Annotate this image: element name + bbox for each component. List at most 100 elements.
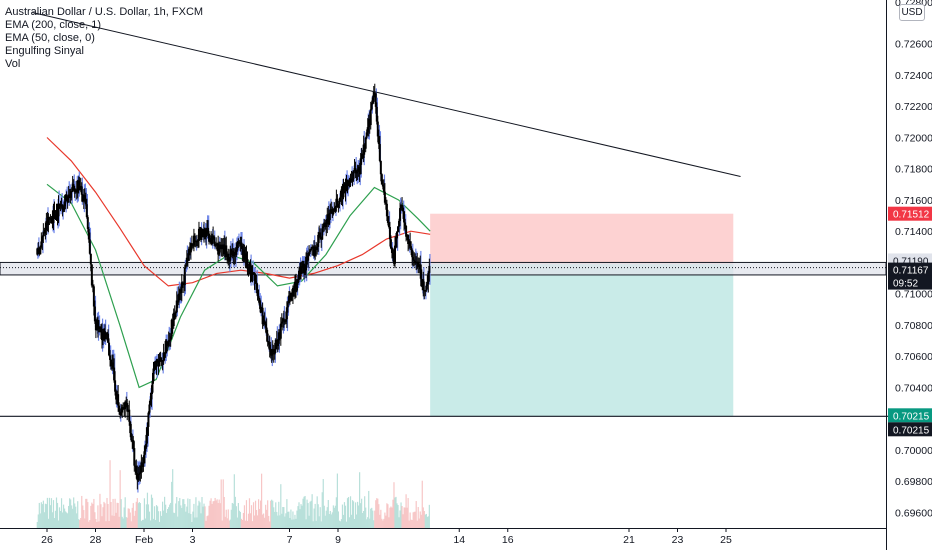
candle-18 bbox=[54, 214, 57, 220]
support-zone-rectangle[interactable] bbox=[0, 261, 887, 276]
price-tick-3: 0.72000 bbox=[895, 132, 932, 144]
volume-bar-372 bbox=[412, 512, 414, 528]
svg-text:09:52: 09:52 bbox=[893, 279, 918, 290]
candle-187 bbox=[225, 236, 228, 261]
volume-bar-266 bbox=[305, 519, 307, 528]
volume-bar-359 bbox=[399, 510, 401, 528]
volume-bar-366 bbox=[406, 507, 408, 528]
volume-bar-91 bbox=[128, 508, 130, 528]
volume-bar-382 bbox=[422, 507, 424, 528]
candle-62 bbox=[98, 326, 101, 333]
volume-bar-4 bbox=[40, 502, 42, 528]
volume-bar-243 bbox=[282, 506, 284, 528]
volume-bar-208 bbox=[246, 520, 249, 528]
volume-bar-127 bbox=[165, 504, 167, 528]
volume-bar-62 bbox=[99, 493, 101, 528]
volume-bar-371 bbox=[411, 519, 413, 528]
candle-245 bbox=[283, 320, 286, 325]
volume-bar-131 bbox=[169, 504, 171, 528]
volume-bar-26 bbox=[62, 504, 65, 528]
price-tick-0: 0.72600 bbox=[895, 39, 932, 51]
volume-bar-327 bbox=[367, 517, 369, 528]
volume-bar-35 bbox=[72, 508, 74, 528]
volume-bar-211 bbox=[249, 513, 252, 528]
volume-bar-381 bbox=[421, 480, 423, 528]
candle-105 bbox=[142, 455, 145, 472]
volume-bar-165 bbox=[203, 503, 205, 528]
candle-125 bbox=[162, 343, 165, 365]
price-axis[interactable]: 0.72600 0.72400 0.72200 0.72000 0.71800 0.716… bbox=[895, 0, 932, 519]
volume-bar-376 bbox=[416, 520, 418, 528]
volume-bar-252 bbox=[291, 519, 293, 528]
volume-bar-317 bbox=[357, 501, 359, 528]
volume-bar-25 bbox=[61, 512, 64, 528]
candle-35 bbox=[71, 175, 74, 192]
volume-bar-45 bbox=[82, 505, 84, 528]
candle-139 bbox=[176, 294, 179, 309]
volume-bar-267 bbox=[306, 499, 308, 528]
volume-bar-247 bbox=[286, 499, 288, 528]
volume-bar-375 bbox=[415, 501, 417, 528]
volume-bar-343 bbox=[383, 518, 385, 528]
volume-bar-236 bbox=[275, 502, 277, 528]
volume-bar-203 bbox=[241, 519, 244, 528]
trendline[interactable] bbox=[32, 12, 741, 178]
volume-bar-280 bbox=[319, 507, 321, 528]
candle-296 bbox=[335, 189, 338, 212]
candle-114 bbox=[151, 372, 154, 394]
svg-text:0.71190: 0.71190 bbox=[893, 256, 929, 267]
volume-bar-133 bbox=[171, 481, 173, 528]
candle-234 bbox=[272, 344, 275, 363]
take-profit-zone[interactable] bbox=[430, 264, 734, 417]
price-tick-1: 0.72400 bbox=[895, 70, 932, 82]
time-label-8: 21 bbox=[623, 534, 635, 546]
candle-2 bbox=[38, 246, 41, 256]
volume-bar-55 bbox=[92, 504, 94, 528]
candle-188 bbox=[226, 251, 229, 264]
volume-bar-68 bbox=[105, 521, 107, 528]
volume-bar-38 bbox=[75, 506, 77, 528]
candle-309 bbox=[348, 177, 351, 188]
volume-bar-121 bbox=[158, 521, 161, 528]
volume-bar-223 bbox=[262, 514, 264, 528]
candle-38 bbox=[74, 188, 77, 194]
candle-223 bbox=[261, 302, 264, 329]
candle-301 bbox=[340, 186, 343, 206]
volume-bar-358 bbox=[398, 517, 400, 528]
volume-bar-128 bbox=[166, 512, 168, 528]
volume-bar-323 bbox=[363, 510, 365, 528]
volume-bar-314 bbox=[353, 519, 356, 528]
volume-bar-162 bbox=[200, 513, 202, 528]
candle-388 bbox=[428, 253, 431, 285]
volume-bar-160 bbox=[198, 500, 200, 528]
volume-bar-20 bbox=[56, 502, 59, 528]
time-axis[interactable]: 26 28 Feb 3 7 9 14 16 21 23 25 bbox=[41, 528, 732, 546]
candle-143 bbox=[180, 274, 183, 302]
candle-14 bbox=[50, 215, 53, 224]
volume-bar-115 bbox=[152, 518, 155, 528]
candle-58 bbox=[94, 319, 97, 339]
volume-bar-94 bbox=[131, 507, 133, 528]
volume-bar-77 bbox=[114, 498, 116, 528]
volume-bar-74 bbox=[111, 515, 113, 528]
candle-294 bbox=[333, 202, 336, 213]
candle-332 bbox=[371, 95, 374, 105]
volume-bar-16 bbox=[52, 500, 55, 528]
volume-bar-305 bbox=[344, 505, 347, 528]
volume-bar-363 bbox=[403, 507, 405, 528]
volume-bar-386 bbox=[426, 516, 428, 528]
volume-bar-369 bbox=[409, 512, 411, 528]
volume-bar-73 bbox=[110, 501, 112, 528]
volume-bar-129 bbox=[167, 509, 169, 528]
volume-bar-306 bbox=[345, 521, 348, 528]
currency-badge[interactable]: USD bbox=[899, 4, 925, 21]
volume-bar-60 bbox=[97, 505, 99, 528]
candle-182 bbox=[220, 237, 223, 257]
stop-loss-zone[interactable] bbox=[430, 213, 734, 264]
volume-bar-65 bbox=[102, 507, 104, 528]
candle-160 bbox=[197, 221, 200, 248]
volume-bar-140 bbox=[178, 501, 180, 528]
volume-bar-30 bbox=[67, 513, 69, 528]
